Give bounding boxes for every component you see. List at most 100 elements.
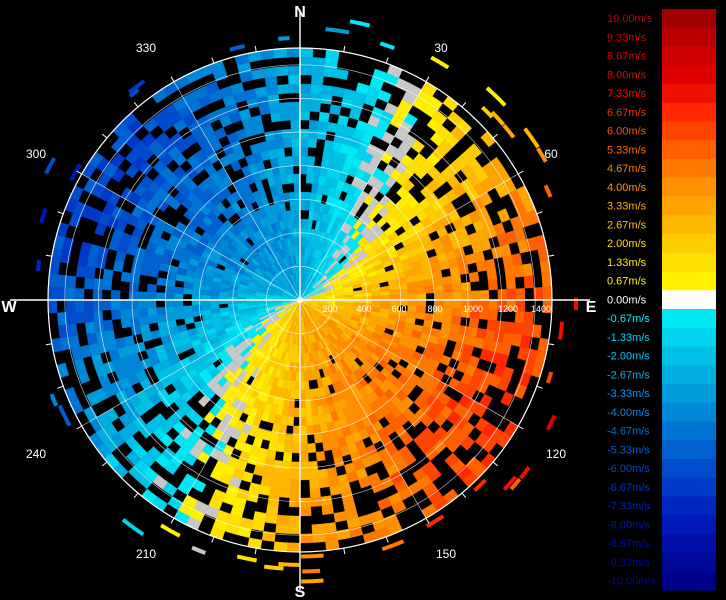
legend-swatch [662, 215, 716, 235]
velocity-cell [321, 85, 334, 96]
velocity-cell [515, 288, 526, 301]
velocity-cell [277, 156, 287, 167]
velocity-cell [495, 320, 507, 333]
velocity-cell [287, 524, 301, 535]
velocity-cell [456, 119, 473, 135]
velocity-cell [67, 323, 78, 337]
velocity-cell [128, 290, 139, 301]
velocity-cell [268, 148, 278, 160]
velocity-cell [299, 470, 310, 481]
bearing-tick [536, 211, 543, 215]
velocity-cell-outer [545, 414, 557, 431]
range-label-1400: 1400 [531, 304, 551, 314]
velocity-cell-outer [325, 27, 350, 35]
velocity-cell [139, 323, 151, 334]
velocity-cell [434, 284, 444, 294]
legend-swatch [662, 196, 716, 216]
velocity-cell [305, 407, 313, 417]
velocity-cell-outer [49, 393, 59, 407]
bearing-tick [548, 254, 555, 257]
velocity-cell [309, 102, 321, 113]
velocity-cell-outer [473, 478, 487, 492]
velocity-cell [293, 173, 301, 184]
velocity-cell [191, 305, 202, 312]
velocity-cell [66, 311, 77, 325]
velocity-cell [299, 110, 311, 121]
legend-swatch [662, 309, 716, 329]
velocity-cell [267, 93, 280, 105]
velocity-cell [77, 253, 89, 267]
velocity-cell [434, 292, 445, 301]
legend-swatch [662, 327, 716, 347]
velocity-cell [309, 478, 320, 489]
velocity-cell [466, 143, 483, 159]
velocity-cell [299, 461, 310, 472]
velocity-cell [120, 271, 132, 283]
velocity-cell [407, 299, 418, 307]
legend-label: -9.33m/s [607, 557, 650, 569]
velocity-cell [209, 299, 220, 305]
velocity-cell [209, 295, 220, 301]
velocity-cell [322, 440, 332, 452]
range-label-800: 800 [427, 304, 442, 314]
velocity-cell [288, 74, 301, 85]
velocity-cell [295, 380, 301, 391]
legend-swatch [662, 552, 716, 572]
velocity-cell [282, 451, 293, 462]
velocity-cell [290, 128, 301, 139]
velocity-cell-outer [121, 518, 145, 537]
velocity-cell [326, 467, 338, 478]
legend-swatch [662, 271, 716, 291]
velocity-cell [293, 407, 301, 418]
velocity-cell [336, 528, 351, 541]
velocity-cell [311, 75, 324, 86]
bearing-tick [170, 76, 175, 83]
range-label-600: 600 [391, 304, 406, 314]
velocity-cell [329, 104, 342, 116]
velocity-cell-outer [69, 162, 82, 182]
velocity-cell [146, 291, 157, 301]
velocity-cell [268, 102, 281, 114]
velocity-cell [274, 138, 285, 150]
velocity-cell [276, 514, 289, 525]
velocity-cell [443, 291, 454, 301]
velocity-cell [147, 314, 158, 325]
bearing-label-210: 210 [136, 547, 156, 561]
legend-label: 0.67m/s [607, 276, 647, 288]
velocity-cell [308, 129, 319, 140]
velocity-cell [129, 273, 141, 284]
velocity-cell-outer [301, 578, 324, 584]
velocity-cell [266, 504, 279, 515]
velocity-cell [102, 319, 114, 332]
legend-label: 6.67m/s [607, 107, 647, 119]
velocity-cell [299, 443, 309, 454]
velocity-cell [504, 266, 515, 279]
velocity-cell [275, 523, 289, 534]
velocity-cell [299, 407, 307, 418]
bearing-tick [425, 76, 430, 83]
velocity-cell [165, 285, 175, 294]
velocity-cell-outer [519, 466, 531, 480]
bearing-tick [492, 461, 498, 467]
velocity-cell [500, 391, 514, 407]
legend-label: -10.00m/s [607, 576, 656, 588]
velocity-cell [120, 308, 131, 319]
velocity-cell [288, 515, 301, 526]
velocity-cell [47, 299, 58, 314]
velocity-cell [102, 279, 113, 291]
bearing-tick [548, 343, 555, 346]
velocity-cell [299, 83, 312, 94]
velocity-cell [174, 286, 184, 295]
velocity-cell [289, 497, 301, 508]
velocity-cell [320, 93, 333, 105]
velocity-cell [402, 179, 415, 193]
velocity-cell [129, 316, 141, 327]
velocity-cell [406, 281, 417, 289]
velocity-cell [291, 443, 301, 454]
velocity-cell [299, 65, 313, 76]
velocity-cell [65, 299, 76, 313]
velocity-cell [175, 221, 187, 233]
velocity-cell [273, 48, 288, 59]
bearing-spoke [81, 173, 301, 301]
velocity-cell [313, 433, 323, 444]
